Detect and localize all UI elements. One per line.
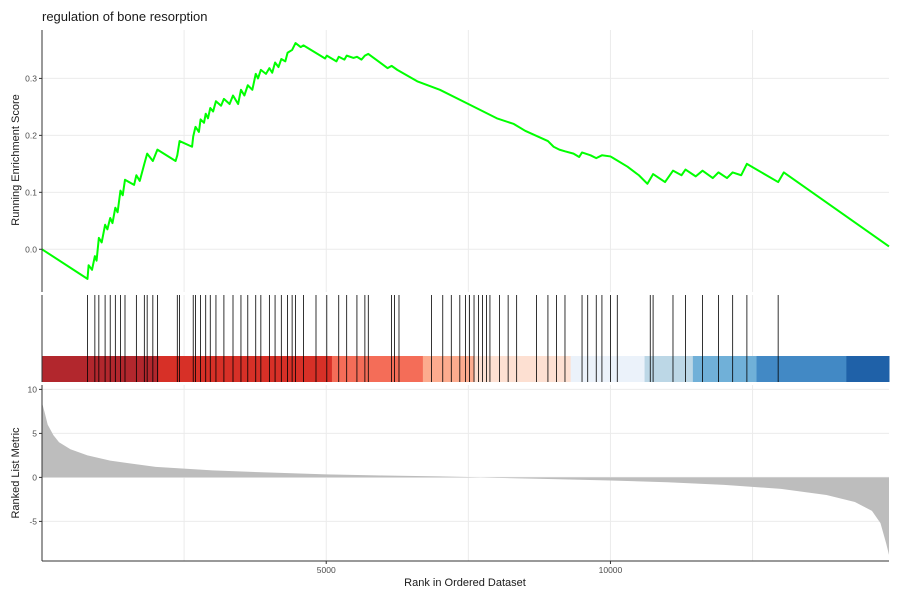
x-axis-ticks: 5000 10000	[317, 561, 623, 575]
gene-hit-marks	[87, 295, 779, 382]
bottom-panel-grid	[42, 385, 889, 561]
y-tick-label: 0	[32, 472, 37, 482]
y-axis-label-running-score: Running Enrichment Score	[10, 94, 22, 225]
y-tick-label: 5	[32, 428, 37, 438]
y-tick-label: 0.2	[25, 130, 37, 140]
color-band-segment	[158, 356, 333, 382]
y-tick-label: 10	[28, 384, 38, 394]
color-band-segment	[692, 356, 758, 382]
color-band-segment	[422, 356, 475, 382]
color-band-segment	[644, 356, 694, 382]
y-tick-label: 0.1	[25, 187, 37, 197]
x-axis-label: Rank in Ordered Dataset	[404, 577, 526, 589]
axis-lines	[41, 30, 889, 562]
y-axis-label-ranked-metric: Ranked List Metric	[10, 427, 22, 519]
top-panel-grid	[42, 30, 889, 292]
y-tick-label: -5	[29, 516, 37, 526]
bottom-panel-y-ticks: -5 0 5 10	[28, 384, 42, 526]
y-tick-label: 0.3	[25, 73, 37, 83]
color-band-segment	[331, 356, 424, 382]
color-band-segment	[42, 356, 160, 382]
ranked-metric-area	[42, 402, 889, 555]
top-panel-y-ticks: 0.0 0.1 0.2 0.3	[25, 73, 42, 254]
color-band-segment	[570, 356, 646, 382]
color-band-segment	[756, 356, 847, 382]
x-tick-label: 10000	[599, 565, 623, 575]
chart-title: regulation of bone resorption	[42, 9, 208, 24]
x-tick-label: 5000	[317, 565, 336, 575]
running-score-line	[41, 42, 890, 280]
color-band-segment	[846, 356, 890, 382]
y-tick-label: 0.0	[25, 244, 37, 254]
